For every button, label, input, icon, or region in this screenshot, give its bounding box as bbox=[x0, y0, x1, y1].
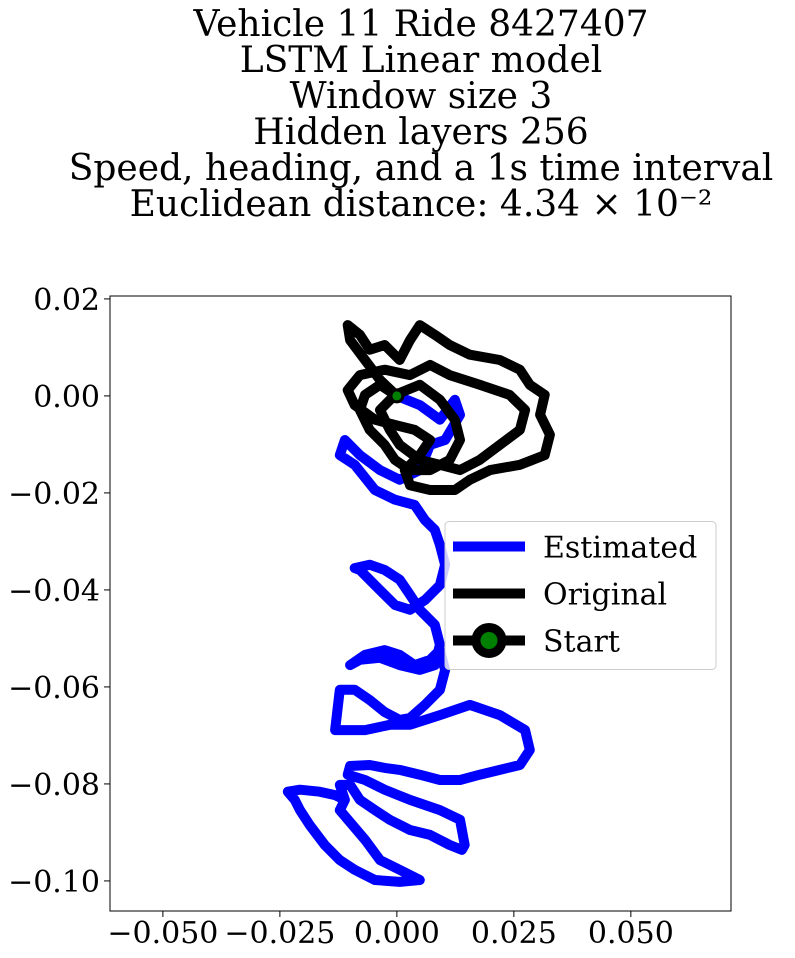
legend-label: Start bbox=[543, 625, 620, 660]
x-tick-label: 0.000 bbox=[354, 916, 440, 951]
y-tick-label: 0.00 bbox=[33, 380, 100, 415]
x-tick-label: 0.025 bbox=[471, 916, 557, 951]
legend-box bbox=[444, 521, 717, 670]
chart-title: Euclidean distance: 4.34 × 10⁻² bbox=[130, 184, 713, 225]
x-tick-label: −0.025 bbox=[224, 916, 335, 951]
series-line bbox=[342, 320, 555, 495]
y-tick-label: −0.02 bbox=[8, 477, 100, 512]
legend-marker bbox=[471, 623, 507, 658]
chart-title: Speed, heading, and a 1s time interval bbox=[69, 148, 774, 189]
series-line bbox=[282, 390, 535, 887]
chart-title: LSTM Linear model bbox=[240, 40, 603, 81]
legend-label: Original bbox=[543, 578, 667, 613]
y-tick-label: −0.10 bbox=[8, 865, 100, 900]
y-tick-label: −0.06 bbox=[8, 671, 100, 706]
y-tick-label: −0.04 bbox=[8, 574, 100, 609]
legend-label: Estimated bbox=[543, 531, 697, 566]
x-tick-label: −0.050 bbox=[107, 916, 218, 951]
chart-title: Vehicle 11 Ride 8427407 bbox=[192, 4, 648, 45]
chart-title: Window size 3 bbox=[290, 76, 553, 117]
chart-title: Hidden layers 256 bbox=[253, 112, 588, 153]
x-tick-label: 0.050 bbox=[588, 916, 674, 951]
y-tick-label: −0.08 bbox=[8, 768, 100, 803]
plot-frame bbox=[109, 295, 732, 912]
start-marker bbox=[389, 388, 405, 404]
y-tick-label: 0.02 bbox=[33, 283, 100, 318]
